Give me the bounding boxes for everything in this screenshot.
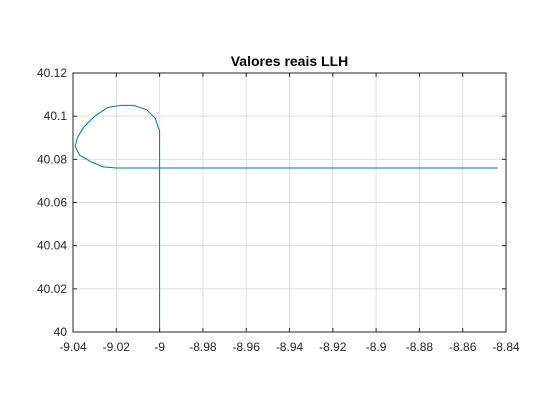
y-tick-label: 40.12: [37, 66, 67, 80]
x-tick-label: -8.88: [406, 340, 434, 354]
x-tick-label: -8.98: [189, 340, 217, 354]
x-tick-labels: -9.04 -9.02 -9 -8.98 -8.96 -8.94 -8.92 -8.9 -8.8…: [59, 340, 520, 354]
x-tick-label: -8.84: [492, 340, 520, 354]
y-tick-label: 40: [54, 325, 68, 339]
y-tick-label: 40.1: [44, 109, 68, 123]
y-tick-label: 40.06: [37, 196, 67, 210]
x-tick-label: -8.9: [366, 340, 387, 354]
x-tick-label: -9.04: [59, 340, 87, 354]
x-tick-label: -8.96: [233, 340, 261, 354]
x-tick-label: -8.92: [319, 340, 347, 354]
x-tick-label: -8.86: [449, 340, 477, 354]
y-tick-label: 40.04: [37, 239, 67, 253]
x-tick-label: -9: [154, 340, 165, 354]
y-tick-label: 40.02: [37, 282, 67, 296]
x-tick-label: -8.94: [276, 340, 304, 354]
y-tick-label: 40.08: [37, 152, 67, 166]
x-tick-label: -9.02: [103, 340, 131, 354]
chart-title: Valores reais LLH: [231, 53, 349, 69]
